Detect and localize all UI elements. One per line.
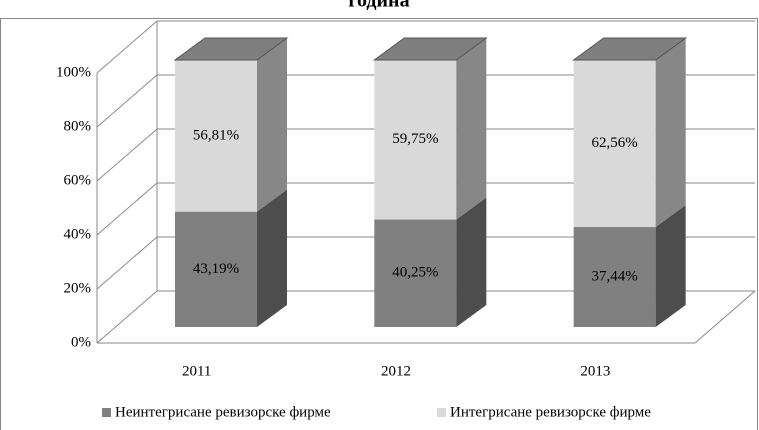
grid-line [96,20,158,74]
bar-top [173,37,289,61]
y-tick-label: 20% [64,280,92,296]
bar-side [257,38,287,212]
data-label: 56,81% [193,127,239,143]
x-tick-label: 2011 [182,363,211,379]
data-label: 40,25% [392,265,438,281]
bar [573,227,656,327]
chart-title: година [348,0,409,12]
bar-side [257,189,287,327]
legend-swatch [102,408,111,417]
bar-side [456,38,487,220]
bar [573,60,656,228]
bar-top [572,37,688,61]
data-label: 43,19% [193,261,239,277]
bar-top [372,37,488,61]
bar [374,219,457,327]
y-tick-label: 0% [71,334,91,350]
x-tick-label: 2012 [381,363,411,379]
grid-line [96,182,158,236]
bar [175,211,257,327]
grid-line [96,236,158,290]
y-tick-label: 60% [64,172,92,188]
data-label: 37,44% [592,268,638,284]
bar-side [655,38,686,228]
y-tick-label: 100% [56,64,91,80]
legend-label: Интегрисане ревизорске фирме [450,404,651,420]
y-tick-label: 80% [64,118,92,134]
x-tick-label: 2013 [580,363,610,379]
bar [175,60,257,212]
bar [374,60,457,220]
floor-line [694,290,756,344]
y-tick-label: 40% [64,226,92,242]
bar-side [456,197,487,327]
data-label: 59,75% [392,131,438,147]
legend-swatch [437,408,446,417]
data-label: 62,56% [592,135,638,151]
grid-line [96,74,158,128]
legend-label: Неинтегрисане ревизорске фирме [115,404,331,420]
grid-line [96,128,158,182]
bar-side [655,205,686,327]
grid-line [96,290,158,344]
